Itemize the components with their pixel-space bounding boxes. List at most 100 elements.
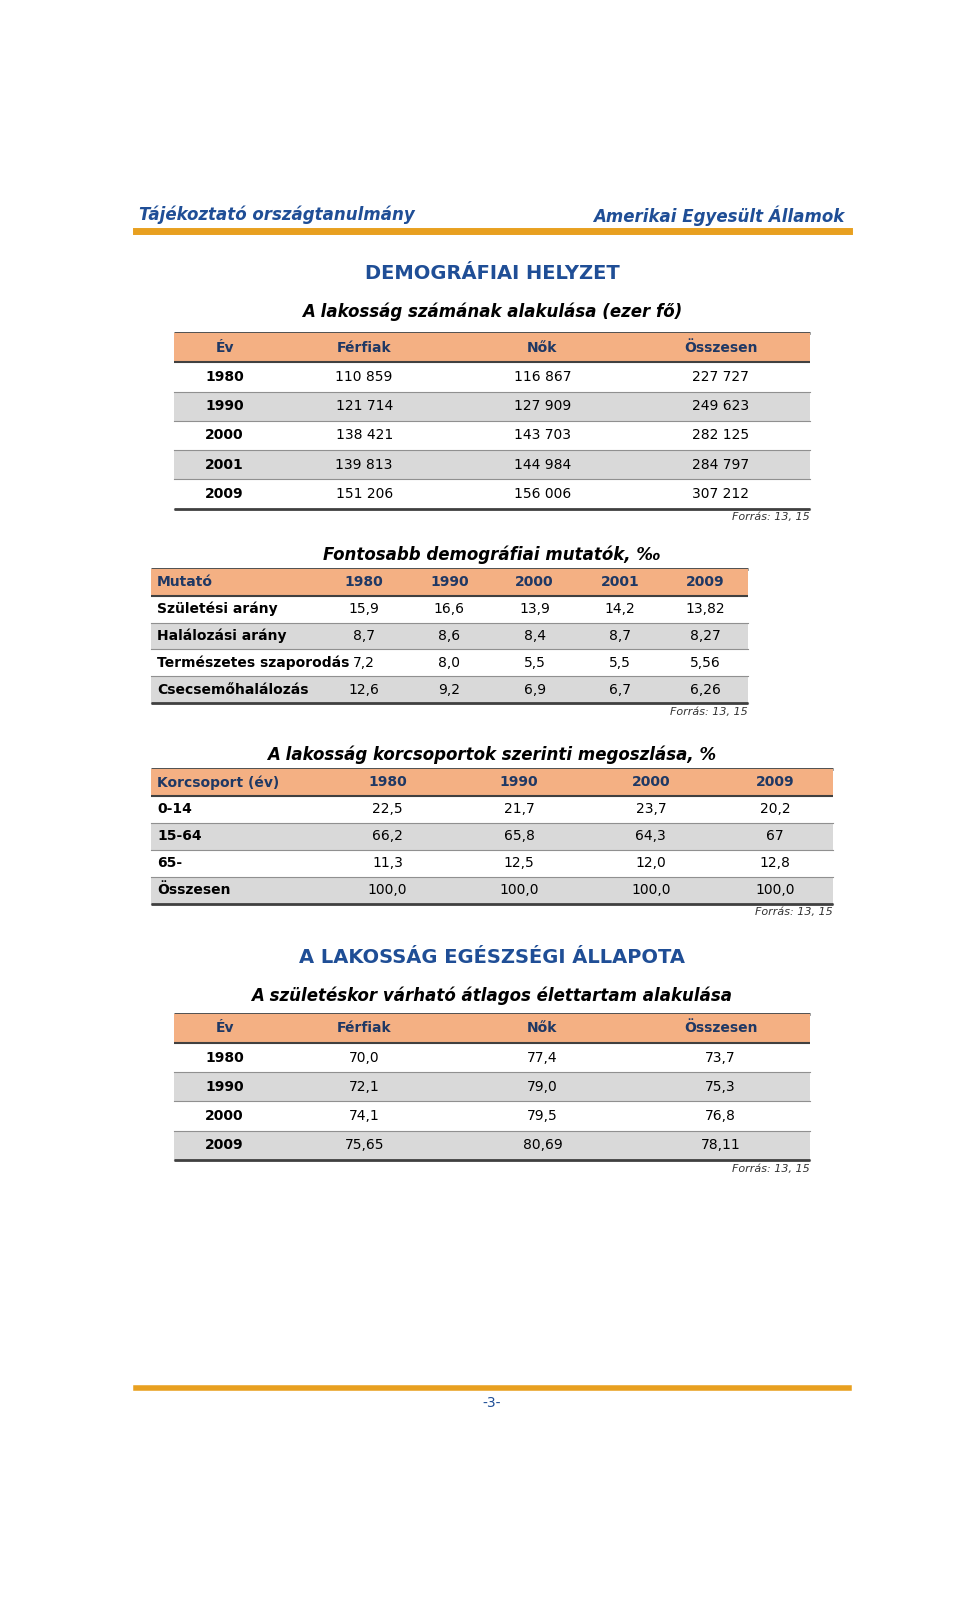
Text: 2001: 2001 [205,458,244,471]
Text: 100,0: 100,0 [756,884,795,897]
Text: 67: 67 [766,829,783,844]
Text: Nők: Nők [527,341,558,355]
Text: 12,6: 12,6 [348,683,379,697]
Text: 80,69: 80,69 [522,1138,563,1152]
Text: 151 206: 151 206 [335,487,393,501]
Bar [175,1131,809,1160]
Bar [175,450,809,479]
Bar [151,823,833,850]
Text: 127 909: 127 909 [514,399,571,413]
Text: 2009: 2009 [205,487,244,501]
Text: 5,5: 5,5 [609,656,631,670]
Text: 12,0: 12,0 [636,857,666,869]
Text: 79,5: 79,5 [527,1109,558,1123]
Text: Összesen: Összesen [157,884,230,897]
Text: 73,7: 73,7 [706,1051,736,1064]
Text: 2009: 2009 [685,575,725,590]
Text: Korcsoport (év): Korcsoport (év) [157,775,279,789]
Text: 8,0: 8,0 [439,656,461,670]
Text: Forrás: 13, 15: Forrás: 13, 15 [732,1163,809,1173]
Text: 8,7: 8,7 [609,628,631,643]
Text: 2009: 2009 [756,775,794,789]
Text: 1980: 1980 [368,775,407,789]
Text: 20,2: 20,2 [759,802,790,816]
Text: 249 623: 249 623 [692,399,749,413]
Text: 23,7: 23,7 [636,802,666,816]
Bar [151,850,833,876]
Bar [175,1043,809,1072]
Text: 15-64: 15-64 [157,829,202,844]
Text: Tájékoztató országtanulmány: Tájékoztató országtanulmány [139,206,415,225]
Text: 66,2: 66,2 [372,829,403,844]
Text: 2000: 2000 [205,429,244,442]
Text: 110 859: 110 859 [335,370,393,384]
Text: 100,0: 100,0 [631,884,671,897]
Text: 11,3: 11,3 [372,857,403,869]
Text: 100,0: 100,0 [368,884,407,897]
Text: 16,6: 16,6 [434,603,465,615]
Text: 70,0: 70,0 [348,1051,379,1064]
Bar [175,333,809,362]
Text: 78,11: 78,11 [701,1138,740,1152]
Bar [175,1072,809,1101]
Text: A lakosság számának alakulása (ezer fő): A lakosság számának alakulása (ezer fő) [301,302,683,321]
Text: 72,1: 72,1 [348,1080,379,1094]
Text: 79,0: 79,0 [527,1080,558,1094]
Text: 8,6: 8,6 [439,628,461,643]
Text: 2001: 2001 [601,575,639,590]
Text: DEMOGRÁFIAI HELYZET: DEMOGRÁFIAI HELYZET [365,264,619,283]
Text: 13,82: 13,82 [685,603,725,615]
Text: Mutató: Mutató [157,575,213,590]
Text: Fontosabb demográfiai mutatók, ‰: Fontosabb demográfiai mutatók, ‰ [324,545,660,564]
Text: 284 797: 284 797 [692,458,749,471]
Bar [151,768,833,795]
Text: 75,65: 75,65 [345,1138,384,1152]
Text: 13,9: 13,9 [519,603,550,615]
Bar [175,392,809,421]
Text: Születési arány: Születési arány [157,601,277,615]
Bar [151,649,748,677]
Text: 156 006: 156 006 [514,487,571,501]
Text: 15,9: 15,9 [348,603,379,615]
Text: Év: Év [215,341,234,355]
Text: 143 703: 143 703 [514,429,571,442]
Text: 8,7: 8,7 [353,628,375,643]
Text: 307 212: 307 212 [692,487,749,501]
Text: -3-: -3- [483,1395,501,1409]
Text: Természetes szaporodás: Természetes szaporodás [157,656,349,670]
Text: 138 421: 138 421 [335,429,393,442]
Bar [175,479,809,508]
Text: 5,5: 5,5 [524,656,545,670]
Text: 5,56: 5,56 [689,656,721,670]
Text: A lakosság korcsoportok szerinti megoszlása, %: A lakosság korcsoportok szerinti megoszl… [268,746,716,765]
Text: 14,2: 14,2 [605,603,636,615]
Text: Nők: Nők [527,1022,558,1035]
Bar [151,795,833,823]
Text: Év: Év [215,1022,234,1035]
Text: 282 125: 282 125 [692,429,749,442]
Text: 22,5: 22,5 [372,802,402,816]
Bar [175,421,809,450]
Text: A LAKOSSÁG EGÉSZSÉGI ÁLLAPOTA: A LAKOSSÁG EGÉSZSÉGI ÁLLAPOTA [299,948,685,967]
Text: 2000: 2000 [516,575,554,590]
Text: 144 984: 144 984 [514,458,571,471]
Text: 75,3: 75,3 [706,1080,736,1094]
Bar [175,1101,809,1131]
Text: Forrás: 13, 15: Forrás: 13, 15 [732,513,809,522]
Text: Csecsemőhalálozás: Csecsemőhalálozás [157,683,309,697]
Text: 64,3: 64,3 [636,829,666,844]
Text: 1990: 1990 [205,1080,244,1094]
Text: 76,8: 76,8 [706,1109,736,1123]
Text: Összesen: Összesen [684,1022,757,1035]
Text: 74,1: 74,1 [348,1109,379,1123]
Text: Halálozási arány: Halálozási arány [157,628,287,643]
Text: A születéskor várható átlagos élettartam alakulása: A születéskor várható átlagos élettartam… [252,987,732,1006]
Text: 2009: 2009 [205,1138,244,1152]
Text: 116 867: 116 867 [514,370,571,384]
Text: 12,8: 12,8 [759,857,790,869]
Text: Amerikai Egyesült Államok: Amerikai Egyesült Államok [593,206,845,227]
Text: 0-14: 0-14 [157,802,192,816]
Text: 1990: 1990 [500,775,539,789]
Text: Összesen: Összesen [684,341,757,355]
Text: 8,4: 8,4 [523,628,545,643]
